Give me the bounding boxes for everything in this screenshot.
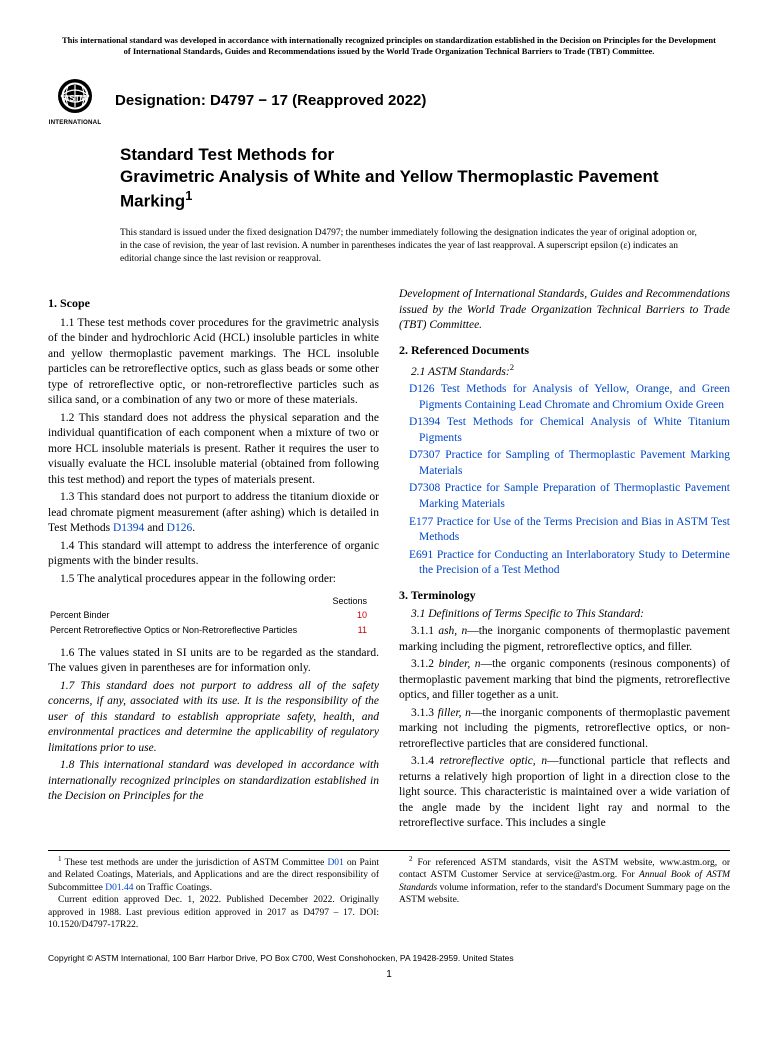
order-hdr: Sections xyxy=(310,595,377,607)
ref-text[interactable]: Test Methods for Chemical Analysis of Wh… xyxy=(419,416,730,444)
top-disclaimer: This international standard was develope… xyxy=(48,35,730,58)
title-super: 1 xyxy=(185,188,192,203)
ref-code[interactable]: D126 xyxy=(409,383,435,395)
ref-text[interactable]: Practice for Use of the Terms Precision … xyxy=(419,516,730,544)
fn2-b: volume information, refer to the standar… xyxy=(399,883,730,905)
term-sub: 3.1 Definitions of Terms Specific to Thi… xyxy=(399,607,730,623)
ref-item: E177 Practice for Use of the Terms Preci… xyxy=(399,515,730,546)
link-d1394[interactable]: D1394 xyxy=(113,522,144,534)
title-line1: Standard Test Methods for xyxy=(120,145,334,164)
header-row: ASTM INTERNATIONAL Designation: D4797 − … xyxy=(48,76,730,126)
term-t2: 3.1.2 binder, n—the organic components (… xyxy=(399,657,730,704)
refs-sub: 2.1 ASTM Standards:2 xyxy=(399,362,730,380)
scope-p3-c: . xyxy=(192,522,195,534)
scope-heading: 1. Scope xyxy=(48,295,379,311)
scope-p3: 1.3 This standard does not purport to ad… xyxy=(48,490,379,537)
footnotes: 1 These test methods are under the juris… xyxy=(48,850,730,931)
footnote-left: 1 These test methods are under the juris… xyxy=(48,855,379,931)
ref-item: D1394 Test Methods for Chemical Analysis… xyxy=(399,415,730,446)
issued-note: This standard is issued under the fixed … xyxy=(120,227,730,265)
left-column: 1. Scope 1.1 These test methods cover pr… xyxy=(48,287,379,834)
ref-text[interactable]: Test Methods for Analysis of Yellow, Ora… xyxy=(419,383,730,411)
order-r1-label: Percent Binder xyxy=(50,609,308,621)
refs-sub-super: 2 xyxy=(510,362,514,372)
page-title: Standard Test Methods for Gravimetric An… xyxy=(120,144,730,213)
astm-logo: ASTM INTERNATIONAL xyxy=(48,76,103,126)
fn1-p1: 1 These test methods are under the juris… xyxy=(48,855,379,894)
right-column: Development of International Standards, … xyxy=(399,287,730,834)
order-r2-label: Percent Retroreflective Optics or Non-Re… xyxy=(50,624,308,636)
scope-p5: 1.5 The analytical procedures appear in … xyxy=(48,572,379,588)
order-r1-sec: 10 xyxy=(310,609,377,621)
ref-code[interactable]: D7308 xyxy=(409,482,440,494)
logo-text-bottom: INTERNATIONAL xyxy=(49,119,102,126)
scope-p3-b: and xyxy=(144,522,166,534)
fn1-a: These test methods are under the jurisdi… xyxy=(62,858,328,868)
ref-item: D7308 Practice for Sample Preparation of… xyxy=(399,481,730,512)
scope-p6: 1.6 The values stated in SI units are to… xyxy=(48,646,379,677)
title-block: Standard Test Methods for Gravimetric An… xyxy=(120,144,730,213)
ref-text[interactable]: Practice for Sampling of Thermoplastic P… xyxy=(419,449,730,477)
logo-text-top: ASTM xyxy=(64,94,87,103)
term-t4: 3.1.4 retroreflective optic, n—functiona… xyxy=(399,754,730,832)
footnote-right: 2 For referenced ASTM standards, visit t… xyxy=(399,855,730,931)
ref-item: D7307 Practice for Sampling of Thermopla… xyxy=(399,448,730,479)
ref-code[interactable]: D7307 xyxy=(409,449,440,461)
term-t1: 3.1.1 ash, n—the inorganic components of… xyxy=(399,624,730,655)
ref-item: E691 Practice for Conducting an Interlab… xyxy=(399,548,730,579)
term-t3: 3.1.3 filler, n—the inorganic components… xyxy=(399,706,730,753)
scope-p4: 1.4 This standard will attempt to addres… xyxy=(48,539,379,570)
order-table: Sections Percent Binder10 Percent Retror… xyxy=(48,593,379,637)
ref-code[interactable]: D1394 xyxy=(409,416,440,428)
body-columns: 1. Scope 1.1 These test methods cover pr… xyxy=(48,287,730,834)
order-r2-sec: 11 xyxy=(310,624,377,636)
fn1-link1[interactable]: D01 xyxy=(327,858,343,868)
fn2: 2 For referenced ASTM standards, visit t… xyxy=(399,855,730,907)
scope-p8b: Development of International Standards, … xyxy=(399,287,730,334)
scope-p7: 1.7 This standard does not purport to ad… xyxy=(48,679,379,757)
term-heading: 3. Terminology xyxy=(399,587,730,603)
ref-code[interactable]: E177 xyxy=(409,516,433,528)
fn1-link2[interactable]: D01.44 xyxy=(105,883,133,893)
ref-code[interactable]: E691 xyxy=(409,549,433,561)
link-d126[interactable]: D126 xyxy=(167,522,193,534)
page-number: 1 xyxy=(48,969,730,980)
ref-text[interactable]: Practice for Conducting an Interlaborato… xyxy=(419,549,730,577)
scope-p2: 1.2 This standard does not address the p… xyxy=(48,411,379,489)
fn1-c: on Traffic Coatings. xyxy=(134,883,212,893)
refs-heading: 2. Referenced Documents xyxy=(399,342,730,358)
copyright: Copyright © ASTM International, 100 Barr… xyxy=(48,953,730,963)
scope-p1: 1.1 These test methods cover procedures … xyxy=(48,316,379,409)
fn1-p2: Current edition approved Dec. 1, 2022. P… xyxy=(48,894,379,931)
ref-text[interactable]: Practice for Sample Preparation of Therm… xyxy=(419,482,730,510)
scope-p8a: 1.8 This international standard was deve… xyxy=(48,758,379,805)
designation: Designation: D4797 − 17 (Reapproved 2022… xyxy=(115,92,426,109)
ref-item: D126 Test Methods for Analysis of Yellow… xyxy=(399,382,730,413)
title-line2: Gravimetric Analysis of White and Yellow… xyxy=(120,167,659,211)
scope-p3-a: 1.3 This standard does not purport to ad… xyxy=(48,491,379,534)
